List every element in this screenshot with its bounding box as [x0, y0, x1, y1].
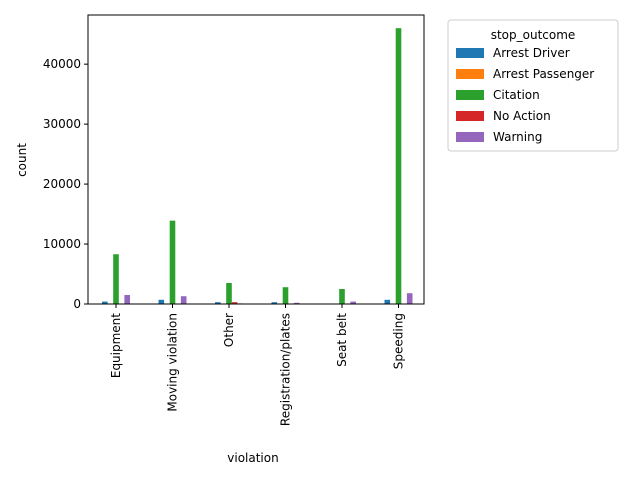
legend-swatch-arrest-passenger — [456, 69, 484, 79]
x-axis-label: violation — [227, 451, 278, 465]
legend-label: Warning — [493, 130, 542, 144]
bar-arrest-driver-1 — [158, 299, 165, 304]
x-axis-ticks: Equipment Moving violation Other Registrati… — [109, 304, 406, 426]
legend-swatch-citation — [456, 90, 484, 100]
y-tick-label: 40000 — [43, 57, 81, 71]
x-tick-label: Moving violation — [166, 313, 180, 412]
y-tick-label: 20000 — [43, 177, 81, 191]
y-tick-label: 0 — [73, 297, 81, 311]
y-tick-label: 10000 — [43, 237, 81, 251]
y-tick-label: 30000 — [43, 117, 81, 131]
legend-label: Arrest Driver — [493, 46, 570, 60]
bar-arrest-driver-2 — [215, 302, 221, 304]
bar-citation-0 — [113, 254, 119, 304]
legend-swatch-warning — [456, 132, 484, 142]
y-axis-ticks: 0 10000 20000 30000 40000 — [43, 57, 88, 311]
plot-frame — [87, 14, 425, 305]
bar-warning-1 — [180, 296, 187, 304]
x-tick-label: Registration/plates — [279, 313, 293, 426]
x-tick-label: Seat belt — [335, 313, 349, 367]
legend-title: stop_outcome — [491, 28, 576, 42]
bar-warning-5 — [406, 293, 413, 304]
legend-swatch-arrest-driver — [456, 48, 484, 58]
bar-arrest-driver-5 — [384, 299, 391, 304]
legend-items: Arrest Driver Arrest Passenger Citation No … — [456, 46, 594, 144]
bar-citation-3 — [282, 287, 289, 304]
legend-swatch-no-action — [456, 111, 484, 121]
bar-warning-4 — [350, 301, 356, 304]
legend-label: Arrest Passenger — [493, 67, 594, 81]
bar-citation-4 — [339, 289, 345, 304]
bar-arrest-driver-3 — [271, 302, 278, 304]
bar-no-action-2 — [231, 302, 238, 304]
y-axis-label: count — [15, 143, 29, 177]
bar-warning-3 — [293, 302, 300, 304]
x-tick-label: Other — [222, 313, 236, 347]
legend: stop_outcome Arrest Driver Arrest Passeng… — [447, 19, 619, 152]
bar-arrest-driver-0 — [102, 301, 108, 304]
legend-label: Citation — [493, 88, 540, 102]
bar-citation-5 — [395, 28, 402, 304]
legend-label: No Action — [493, 109, 551, 123]
bar-citation-2 — [226, 283, 232, 304]
legend-box — [447, 19, 619, 152]
x-tick-label: Equipment — [109, 313, 123, 378]
bar-warning-0 — [124, 295, 130, 304]
x-tick-label: Speeding — [392, 313, 406, 369]
bar-citation-1 — [169, 220, 176, 304]
